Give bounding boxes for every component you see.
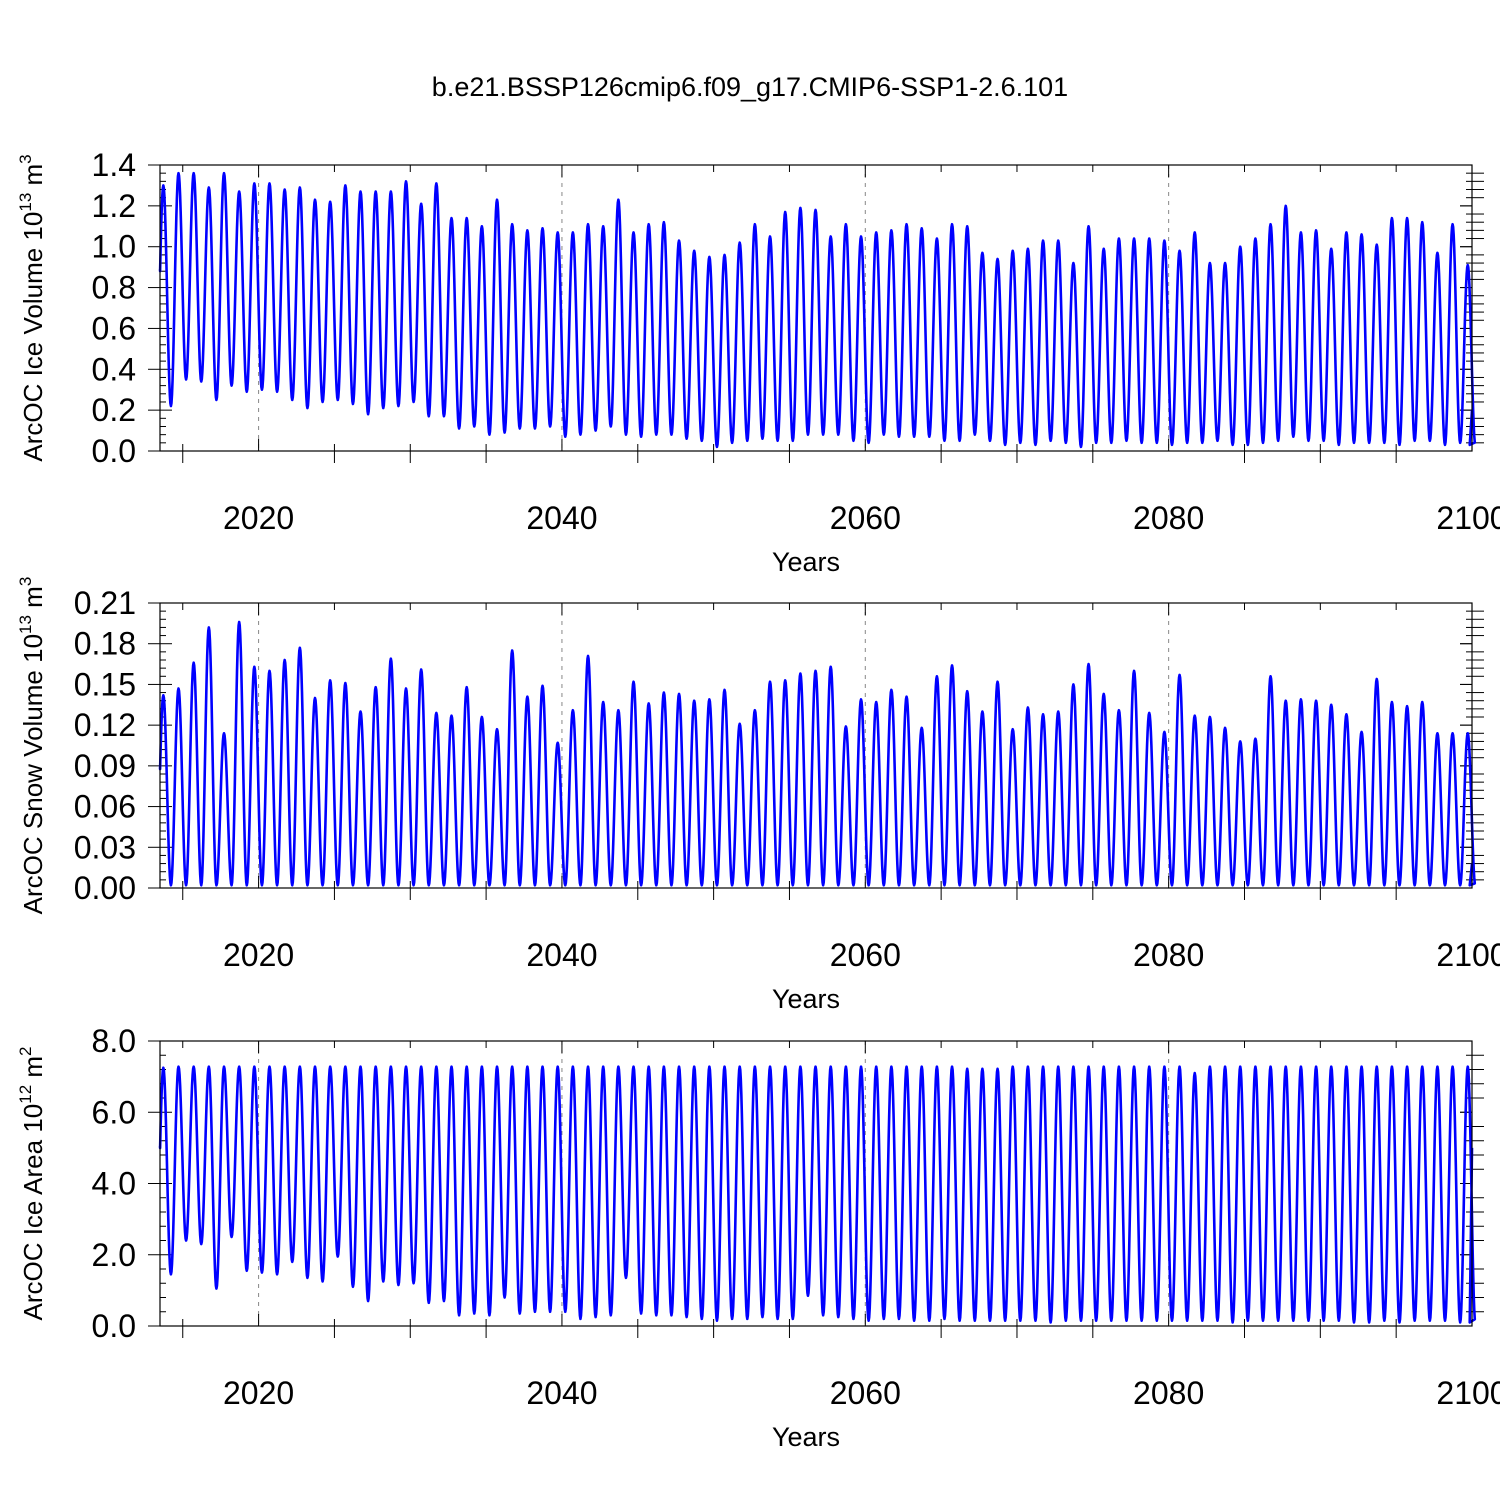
y-tick-label: 0.12 bbox=[74, 707, 136, 743]
y-axis-title-power: 3 bbox=[16, 154, 35, 163]
x-tick-label: 2100 bbox=[1436, 1375, 1500, 1411]
y-axis-title-power: 3 bbox=[16, 577, 35, 586]
y-tick-label: 1.0 bbox=[92, 229, 136, 265]
x-tick-label: 2100 bbox=[1436, 937, 1500, 973]
x-tick-label: 2020 bbox=[223, 1375, 294, 1411]
y-tick-label: 2.0 bbox=[92, 1237, 136, 1273]
x-tick-label: 2020 bbox=[223, 937, 294, 973]
x-tick-label: 2020 bbox=[223, 500, 294, 536]
y-axis-title-exponent: 13 bbox=[16, 193, 35, 212]
y-axis-title: ArcOC Ice Area 1012 m2 bbox=[16, 1046, 48, 1320]
x-tick-label: 2060 bbox=[830, 500, 901, 536]
y-tick-label: 0.2 bbox=[92, 392, 136, 428]
y-tick-label: 0.06 bbox=[74, 789, 136, 825]
y-tick-label: 6.0 bbox=[92, 1094, 136, 1130]
panel-2: 0.00 0.03 0.06 0.09 0.12 0.15 0.18 0.21 2020 2040… bbox=[16, 577, 1500, 1014]
y-axis-title-main: ArcOC Snow Volume 10 bbox=[18, 634, 48, 914]
x-axis-title: Years bbox=[772, 547, 840, 577]
y-axis-title-unit: m bbox=[18, 586, 48, 615]
series-line bbox=[158, 620, 1477, 887]
y-axis-title-exponent: 12 bbox=[16, 1085, 35, 1104]
x-tick-label: 2040 bbox=[526, 1375, 597, 1411]
x-tick-label: 2100 bbox=[1436, 500, 1500, 536]
y-tick-label: 0.18 bbox=[74, 626, 136, 662]
y-tick-label: 0.21 bbox=[74, 585, 136, 621]
y-tick-label: 0.8 bbox=[92, 270, 136, 306]
y-tick-label: 0.4 bbox=[92, 351, 136, 387]
y-tick-label: 4.0 bbox=[92, 1166, 136, 1202]
y-tick-label: 0.03 bbox=[74, 829, 136, 865]
y-tick-label: 1.2 bbox=[92, 188, 136, 224]
y-tick-label: 0.0 bbox=[92, 433, 136, 469]
y-tick-label: 1.4 bbox=[92, 147, 136, 183]
y-axis-title-power: 2 bbox=[16, 1046, 35, 1055]
x-tick-label: 2060 bbox=[830, 937, 901, 973]
panel-1: 0.0 0.2 0.4 0.6 0.8 1.0 1.2 1.4 2020 2040 2060 2080… bbox=[16, 147, 1500, 577]
y-axis-title: ArcOC Ice Volume 1013 m3 bbox=[16, 154, 48, 461]
x-tick-label: 2080 bbox=[1133, 500, 1204, 536]
y-axis-title-main: ArcOC Ice Volume 10 bbox=[18, 212, 48, 462]
series-line bbox=[158, 1065, 1477, 1324]
x-tick-label: 2080 bbox=[1133, 1375, 1204, 1411]
x-tick-label: 2080 bbox=[1133, 937, 1204, 973]
y-axis-title-exponent: 13 bbox=[16, 615, 35, 634]
y-tick-label: 0.09 bbox=[74, 748, 136, 784]
x-axis-title: Years bbox=[772, 984, 840, 1014]
plot-frame bbox=[159, 1040, 1473, 1327]
y-tick-label: 0.0 bbox=[92, 1308, 136, 1344]
y-tick-label: 0.6 bbox=[92, 310, 136, 346]
x-tick-label: 2060 bbox=[830, 1375, 901, 1411]
plot-frame bbox=[159, 602, 1473, 889]
y-tick-label: 8.0 bbox=[92, 1023, 136, 1059]
figure-title: b.e21.BSSP126cmip6.f09_g17.CMIP6-SSP1-2.… bbox=[432, 72, 1068, 102]
series-line bbox=[158, 171, 1477, 449]
y-axis-title-main: ArcOC Ice Area 10 bbox=[18, 1104, 48, 1321]
x-axis-title: Years bbox=[772, 1422, 840, 1452]
y-axis-title-unit: m bbox=[18, 164, 48, 193]
y-tick-label: 0.15 bbox=[74, 666, 136, 702]
plot-frame bbox=[159, 164, 1473, 452]
x-tick-label: 2040 bbox=[526, 937, 597, 973]
x-tick-label: 2040 bbox=[526, 500, 597, 536]
y-tick-label: 0.00 bbox=[74, 870, 136, 906]
y-axis-title-unit: m bbox=[18, 1056, 48, 1085]
panel-3: 0.0 2.0 4.0 6.0 8.0 2020 2040 2060 2080 2100 Years… bbox=[16, 1023, 1500, 1452]
y-axis-title: ArcOC Snow Volume 1013 m3 bbox=[16, 577, 48, 915]
